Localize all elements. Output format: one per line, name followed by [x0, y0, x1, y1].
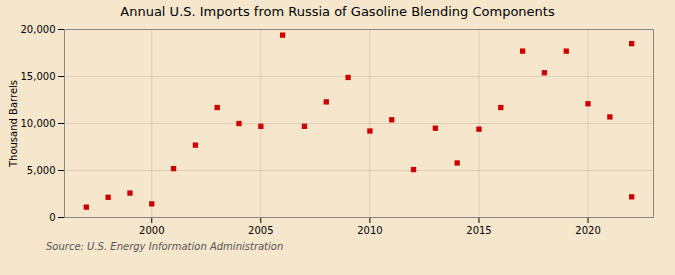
svg-text:Thousand Barrels: Thousand Barrels	[8, 80, 19, 168]
svg-text:2010: 2010	[357, 225, 382, 236]
svg-text:2020: 2020	[575, 225, 600, 236]
html-text:Source: U.S. Energy Informatio: Source: U.S. Energy Information Administ…	[46, 241, 284, 252]
svg-text:20,000: 20,000	[21, 24, 56, 35]
svg-text:15,000: 15,000	[21, 71, 56, 82]
svg-text:5,000: 5,000	[27, 165, 56, 176]
svg-text:2015: 2015	[466, 225, 491, 236]
html-text:Annual U.S. Imports from Russi: Annual U.S. Imports from Russia of Gasol…	[120, 4, 555, 19]
svg-text:0: 0	[49, 212, 55, 223]
svg-text:2005: 2005	[248, 225, 273, 236]
svg-text:2000: 2000	[139, 225, 164, 236]
svg-text:10,000: 10,000	[21, 118, 56, 129]
